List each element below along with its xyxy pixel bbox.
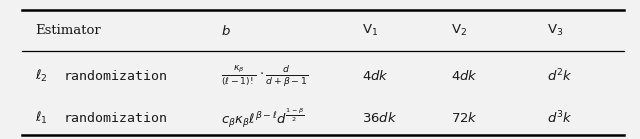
Text: $\mathrm{V}_3$: $\mathrm{V}_3$ [547,23,563,38]
Text: $\mathrm{V}_1$: $\mathrm{V}_1$ [362,23,378,38]
Text: $4dk$: $4dk$ [362,70,388,83]
Text: Estimator: Estimator [35,24,101,37]
Text: randomization: randomization [64,112,168,125]
Text: $36dk$: $36dk$ [362,111,397,125]
Text: $\ell_1$: $\ell_1$ [35,110,48,126]
Text: $\mathrm{V}_2$: $\mathrm{V}_2$ [451,23,467,38]
Text: $d^2k$: $d^2k$ [547,68,573,85]
Text: $\frac{\kappa_\beta}{(\ell-1)!}\cdot\frac{d}{d+\beta-1}$: $\frac{\kappa_\beta}{(\ell-1)!}\cdot\fra… [221,64,308,89]
Text: $b$: $b$ [221,24,230,38]
Text: randomization: randomization [64,70,168,83]
Text: $4dk$: $4dk$ [451,70,478,83]
Text: $d^3k$: $d^3k$ [547,110,573,126]
Text: $72k$: $72k$ [451,111,478,125]
Text: $\ell_2$: $\ell_2$ [35,68,48,85]
Text: $c_\beta\kappa_\beta\ell^{\beta-\ell}d^{\frac{1-\beta}{2}}$: $c_\beta\kappa_\beta\ell^{\beta-\ell}d^{… [221,106,304,130]
